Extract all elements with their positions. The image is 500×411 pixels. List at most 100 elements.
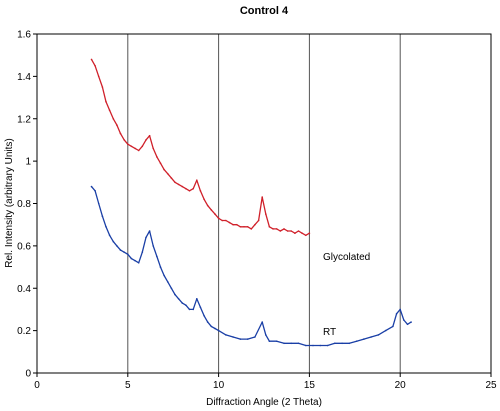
data-point-rt xyxy=(116,245,118,247)
data-point-rt xyxy=(319,344,322,347)
data-point-glycolated xyxy=(232,223,234,226)
data-point-glycolated xyxy=(221,219,223,222)
data-point-glycolated xyxy=(236,223,238,226)
data-point-rt xyxy=(170,287,173,290)
data-point-glycolated xyxy=(206,204,209,207)
data-point-rt xyxy=(355,340,358,343)
x-axis-label: Diffraction Angle (2 Theta) xyxy=(206,397,322,408)
data-point-glycolated xyxy=(192,187,194,190)
data-point-rt xyxy=(177,298,180,300)
data-point-glycolated xyxy=(185,187,187,190)
data-point-rt xyxy=(134,259,136,262)
data-point-rt xyxy=(406,323,409,326)
data-point-glycolated xyxy=(137,149,140,152)
data-point-glycolated xyxy=(196,179,198,181)
data-point-rt xyxy=(112,240,115,243)
data-point-glycolated xyxy=(199,190,202,192)
data-point-glycolated xyxy=(283,228,285,230)
data-point-glycolated xyxy=(290,230,293,232)
data-point-glycolated xyxy=(210,209,213,211)
vertical-gridlines xyxy=(127,34,401,373)
data-point-glycolated xyxy=(228,221,231,224)
data-point-rt xyxy=(334,342,336,345)
data-point-rt xyxy=(167,281,169,283)
data-point-glycolated xyxy=(308,232,311,234)
data-point-glycolated xyxy=(108,109,111,112)
data-point-glycolated xyxy=(181,185,184,188)
data-point-glycolated xyxy=(239,226,242,228)
data-point-glycolated xyxy=(261,196,264,198)
data-point-glycolated xyxy=(170,177,173,179)
data-point-glycolated xyxy=(272,228,274,230)
data-point-glycolated xyxy=(152,147,154,150)
data-point-glycolated xyxy=(134,147,136,150)
data-point-glycolated xyxy=(94,65,96,67)
data-point-rt xyxy=(297,342,300,345)
data-point-rt xyxy=(152,245,154,247)
y-tick-label: 1.4 xyxy=(17,72,31,83)
data-point-rt xyxy=(363,338,365,340)
x-tick-label: 10 xyxy=(213,380,225,391)
data-point-glycolated xyxy=(145,139,147,141)
data-point-glycolated xyxy=(159,162,162,164)
data-point-glycolated xyxy=(286,230,289,232)
data-point-rt xyxy=(348,342,351,345)
x-tick-label: 20 xyxy=(395,380,407,391)
annotation-rt: RT xyxy=(323,327,336,338)
data-point-rt xyxy=(283,342,285,345)
data-point-glycolated xyxy=(101,86,104,88)
data-point-glycolated xyxy=(130,145,133,148)
data-point-rt xyxy=(119,249,122,251)
data-point-rt xyxy=(341,342,343,345)
data-point-glycolated xyxy=(246,226,249,228)
data-point-rt xyxy=(312,344,314,347)
series-line-glycolated xyxy=(90,59,310,236)
data-point-glycolated xyxy=(294,232,296,234)
x-tick-label: 15 xyxy=(304,380,316,391)
data-point-rt xyxy=(188,308,191,311)
data-point-glycolated xyxy=(127,143,129,145)
data-point-rt xyxy=(159,266,162,268)
data-point-rt xyxy=(210,325,213,328)
data-point-rt xyxy=(137,262,140,264)
y-tick-label: 1 xyxy=(25,157,31,168)
data-point-rt xyxy=(392,325,394,328)
data-point-glycolated xyxy=(163,168,165,171)
data-point-glycolated xyxy=(177,183,180,186)
data-point-glycolated xyxy=(217,217,220,220)
data-point-rt xyxy=(290,342,293,345)
data-point-glycolated xyxy=(141,145,144,148)
data-point-rt xyxy=(148,230,151,232)
data-point-glycolated xyxy=(225,219,227,222)
series-rt xyxy=(90,185,412,347)
data-point-rt xyxy=(163,274,165,277)
data-point-glycolated xyxy=(305,234,307,237)
data-point-rt xyxy=(127,253,129,256)
data-point-glycolated xyxy=(119,132,122,135)
data-point-glycolated xyxy=(116,124,118,126)
data-point-rt xyxy=(196,298,198,300)
x-axis-ticks: 0 5 10 15 20 25 xyxy=(34,373,497,391)
x-tick-label: 5 xyxy=(125,380,131,391)
data-point-rt xyxy=(370,336,372,338)
y-axis-ticks: 0 0.2 0.4 0.6 0.8 1 1.2 1.4 1.6 xyxy=(17,30,37,380)
data-point-glycolated xyxy=(97,75,100,78)
data-point-rt xyxy=(192,308,194,311)
data-point-glycolated xyxy=(156,156,158,158)
data-point-rt xyxy=(185,304,187,307)
data-point-rt xyxy=(203,315,205,317)
data-point-glycolated xyxy=(148,134,151,137)
data-point-glycolated xyxy=(167,173,169,175)
y-tick-label: 1.6 xyxy=(17,30,31,41)
data-point-rt xyxy=(384,329,387,332)
y-tick-label: 0.4 xyxy=(17,284,31,295)
data-point-glycolated xyxy=(90,58,93,61)
data-point-rt xyxy=(141,251,144,253)
data-point-glycolated xyxy=(203,198,205,201)
data-point-rt xyxy=(105,226,107,228)
data-point-rt xyxy=(145,236,147,239)
data-point-glycolated xyxy=(301,232,303,234)
y-tick-label: 1.2 xyxy=(17,114,31,125)
series-layer xyxy=(90,58,412,347)
